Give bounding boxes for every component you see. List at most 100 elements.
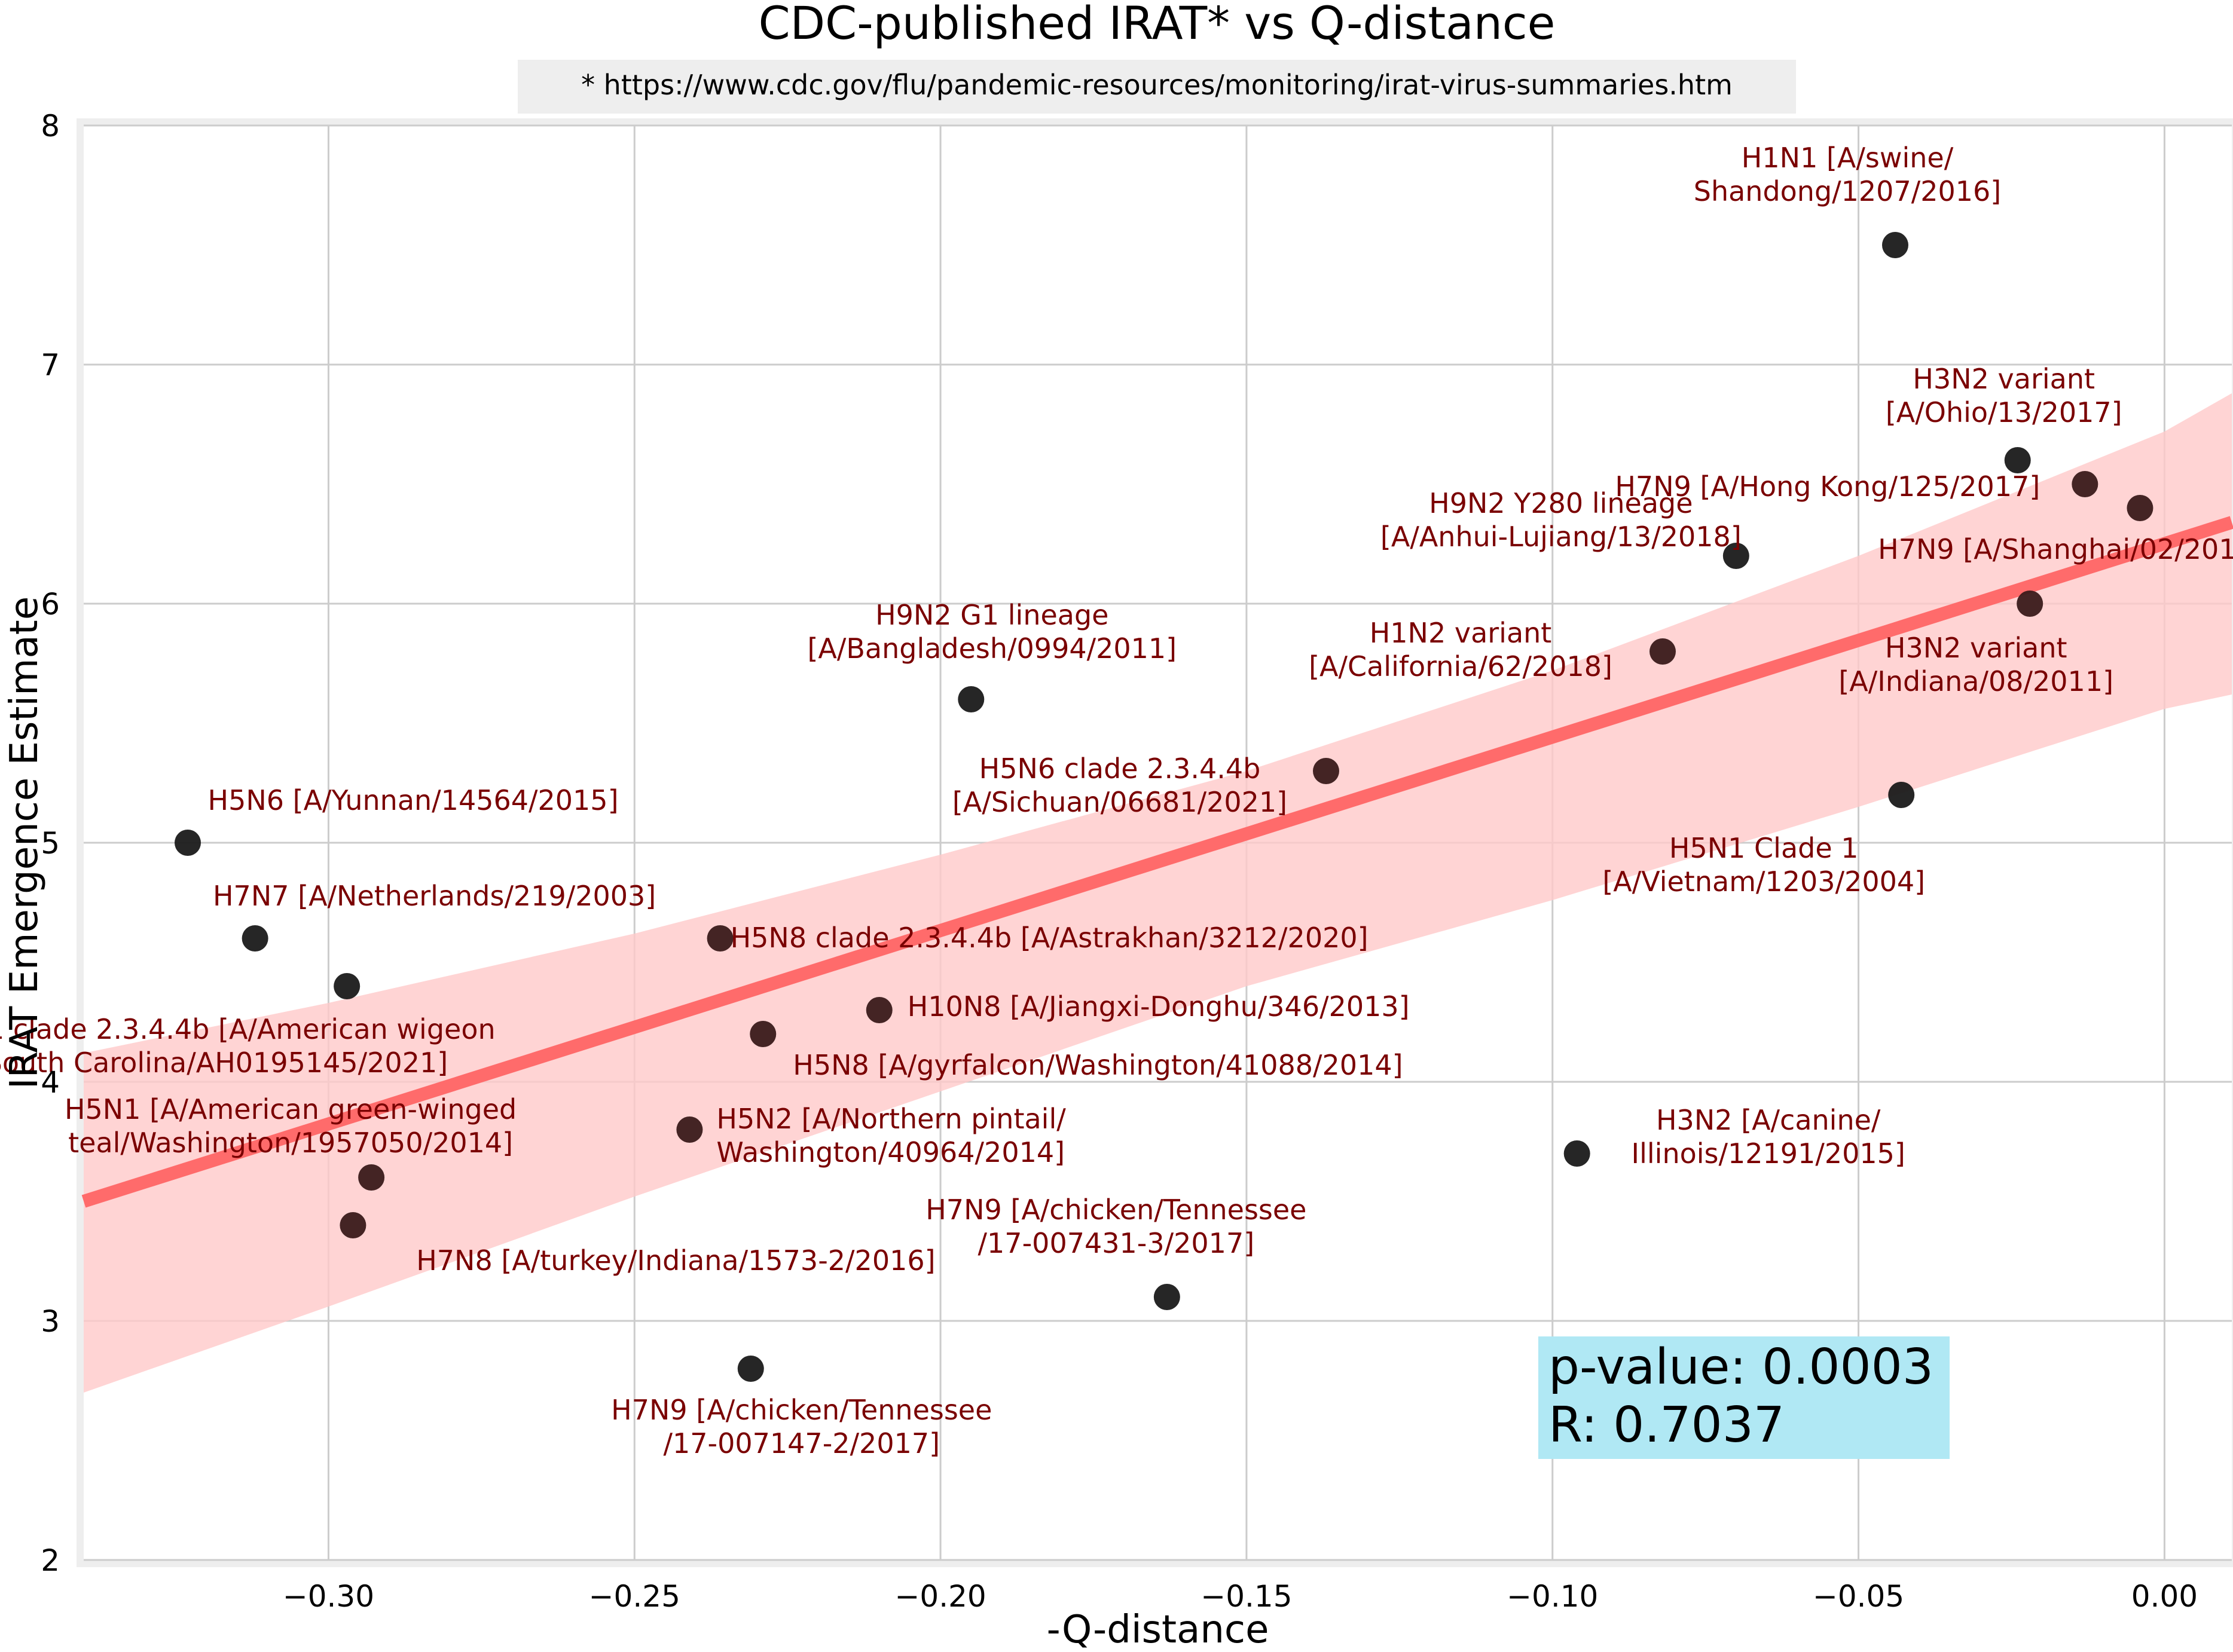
data-point: [707, 925, 734, 952]
point-label-line: H7N9 [A/chicken/Tennessee: [611, 1394, 992, 1426]
confidence-band: [84, 393, 2232, 1393]
y-tick-label: 2: [41, 1543, 60, 1578]
data-point: [1563, 1140, 1590, 1167]
point-label: H1N1 [A/swine/Shandong/1207/2016]: [1694, 142, 2001, 207]
data-point: [175, 830, 201, 856]
point-label-line: H7N8 [A/turkey/Indiana/1573-2/2016]: [416, 1244, 935, 1277]
data-point: [676, 1116, 703, 1143]
point-label-line: /South Carolina/AH0195145/2021]: [0, 1047, 448, 1079]
data-point: [1649, 638, 1676, 665]
data-point: [1881, 232, 1908, 258]
fit-line: [81, 516, 2233, 1208]
x-tick-label: −0.05: [1813, 1579, 1904, 1614]
point-label: H5N8 [A/gyrfalcon/Washington/41088/2014]: [793, 1049, 1403, 1081]
point-label-line: Shandong/1207/2016]: [1694, 175, 2001, 207]
point-label-line: [A/Sichuan/06681/2021]: [952, 786, 1287, 818]
point-label-line: [A/California/62/2018]: [1309, 650, 1612, 683]
x-tick-label: −0.15: [1200, 1579, 1292, 1614]
data-point: [1313, 758, 1340, 784]
point-label: H3N2 variant [A/Ohio/13/2017]: [1886, 363, 2122, 429]
data-point: [1722, 543, 1749, 569]
point-label-line: H5N1 Clade 1: [1669, 832, 1859, 864]
x-tick-label: −0.10: [1507, 1579, 1598, 1614]
data-point: [2072, 471, 2098, 497]
y-axis-label: IRAT Emergence Estimate: [2, 596, 47, 1090]
data-point: [1153, 1284, 1180, 1310]
data-point: [2017, 591, 2043, 617]
data-point: [958, 686, 985, 712]
y-tick-label: 6: [41, 587, 60, 622]
point-label-line: H7N7 [A/Netherlands/219/2003]: [213, 880, 656, 912]
chart-title: CDC-published IRAT* vs Q-distance: [759, 0, 1556, 50]
point-label-line: [A/Bangladesh/0994/2011]: [807, 632, 1177, 665]
y-tick-label: 4: [41, 1065, 60, 1100]
point-label-line: H1N1 [A/swine/: [1742, 142, 1954, 174]
point-label: H7N9 [A/Shanghai/02/2013]: [1878, 533, 2233, 565]
point-label-line: H1N2 variant: [1370, 617, 1552, 649]
y-axis-ticks: 2 3 4 5 6 7 8: [41, 109, 60, 1578]
point-label-line: Illinois/12191/2015]: [1632, 1137, 1905, 1170]
x-tick-label: −0.30: [283, 1579, 374, 1614]
point-label-line: /17-007431-3/2017]: [978, 1227, 1255, 1259]
point-label-line: H3N2 variant: [1885, 632, 2067, 664]
point-label-line: H7N9 [A/chicken/Tennessee: [925, 1194, 1306, 1226]
x-tick-label: 0.00: [2131, 1579, 2198, 1614]
point-label: H5N1 Clade 1 [A/Vietnam/1203/2004]: [1602, 832, 1925, 898]
point-label: H5N2 [A/Northern pintail/Washington/4096…: [716, 1103, 1066, 1168]
data-point: [334, 973, 361, 999]
data-point: [2004, 447, 2031, 473]
point-label-line: H7N9 [A/Shanghai/02/2013]: [1878, 533, 2233, 565]
x-tick-label: −0.25: [589, 1579, 680, 1614]
x-axis-label: -Q-distance: [1047, 1608, 1269, 1652]
point-label-line: H7N9 [A/Hong Kong/125/2017]: [1615, 470, 2040, 503]
point-label-line: H5N8 [A/gyrfalcon/Washington/41088/2014]: [793, 1049, 1403, 1081]
data-point: [737, 1356, 764, 1382]
point-label: H7N9 [A/Hong Kong/125/2017]: [1615, 470, 2040, 503]
point-label: H7N8 [A/turkey/Indiana/1573-2/2016]: [416, 1244, 935, 1277]
point-label-line: H9N2 G1 lineage: [875, 599, 1108, 631]
point-label-line: H5N2 [A/Northern pintail/: [716, 1103, 1066, 1135]
r-value-text: R: 0.7037: [1548, 1397, 1785, 1454]
y-tick-label: 3: [41, 1304, 60, 1339]
point-label: H7N7 [A/Netherlands/219/2003]: [213, 880, 656, 912]
p-value-text: p-value: 0.0003: [1548, 1339, 1933, 1396]
point-label-line: H5N6 clade 2.3.4.4b: [979, 752, 1261, 785]
subtitle-box: [518, 60, 1796, 114]
data-point: [2127, 495, 2153, 521]
point-label: H3N2 variant [A/Indiana/08/2011]: [1838, 632, 2113, 697]
point-label-line: [A/Ohio/13/2017]: [1886, 396, 2122, 429]
point-label: H7N9 [A/chicken/Tennessee/17-007431-3/20…: [925, 1194, 1306, 1259]
confidence-band-area: [84, 393, 2232, 1393]
point-label: H5N6 [A/Yunnan/14564/2015]: [207, 784, 618, 816]
point-label-line: [A/Indiana/08/2011]: [1838, 665, 2113, 697]
point-label-line: H3N2 [A/canine/: [1656, 1104, 1881, 1136]
point-label: H5N8 clade 2.3.4.4b [A/Astrakhan/3212/20…: [731, 922, 1368, 954]
point-label: H10N8 [A/Jiangxi-Donghu/346/2013]: [908, 990, 1410, 1023]
point-label-line: H9N2 Y280 lineage: [1429, 487, 1693, 519]
point-label: H9N2 Y280 lineage [A/Anhui-Lujiang/13/201…: [1380, 487, 1742, 553]
point-label-line: Washington/40964/2014]: [716, 1136, 1065, 1168]
x-tick-label: −0.20: [894, 1579, 986, 1614]
y-tick-label: 7: [41, 348, 60, 383]
point-label: H7N9 [A/chicken/Tennessee/17-007147-2/20…: [611, 1394, 992, 1460]
data-point: [242, 925, 268, 952]
point-label-line: H10N8 [A/Jiangxi-Donghu/346/2013]: [908, 990, 1410, 1023]
point-label-line: [A/Vietnam/1203/2004]: [1602, 865, 1925, 898]
point-label-line: H5N6 [A/Yunnan/14564/2015]: [207, 784, 618, 816]
point-label-line: /17-007147-2/2017]: [663, 1427, 940, 1460]
data-points: [175, 232, 2153, 1382]
point-label-line: teal/Washington/1957050/2014]: [68, 1127, 513, 1159]
y-tick-label: 5: [41, 826, 60, 861]
point-label-line: H5N8 clade 2.3.4.4b [A/Astrakhan/3212/20…: [731, 922, 1368, 954]
point-label: H5N1 clade 2.3.4.4b [A/American wigeon/S…: [0, 1013, 496, 1079]
point-label-line: H5N1 [A/American green-winged: [65, 1093, 517, 1125]
point-label: H3N2 [A/canine/Illinois/12191/2015]: [1632, 1104, 1905, 1170]
data-point: [750, 1021, 777, 1047]
data-point: [340, 1212, 366, 1238]
stats-box-background: [1538, 1336, 1950, 1459]
y-tick-label: 8: [41, 109, 60, 143]
point-label-line: H5N1 clade 2.3.4.4b [A/American wigeon: [0, 1013, 496, 1045]
data-point: [866, 997, 893, 1023]
